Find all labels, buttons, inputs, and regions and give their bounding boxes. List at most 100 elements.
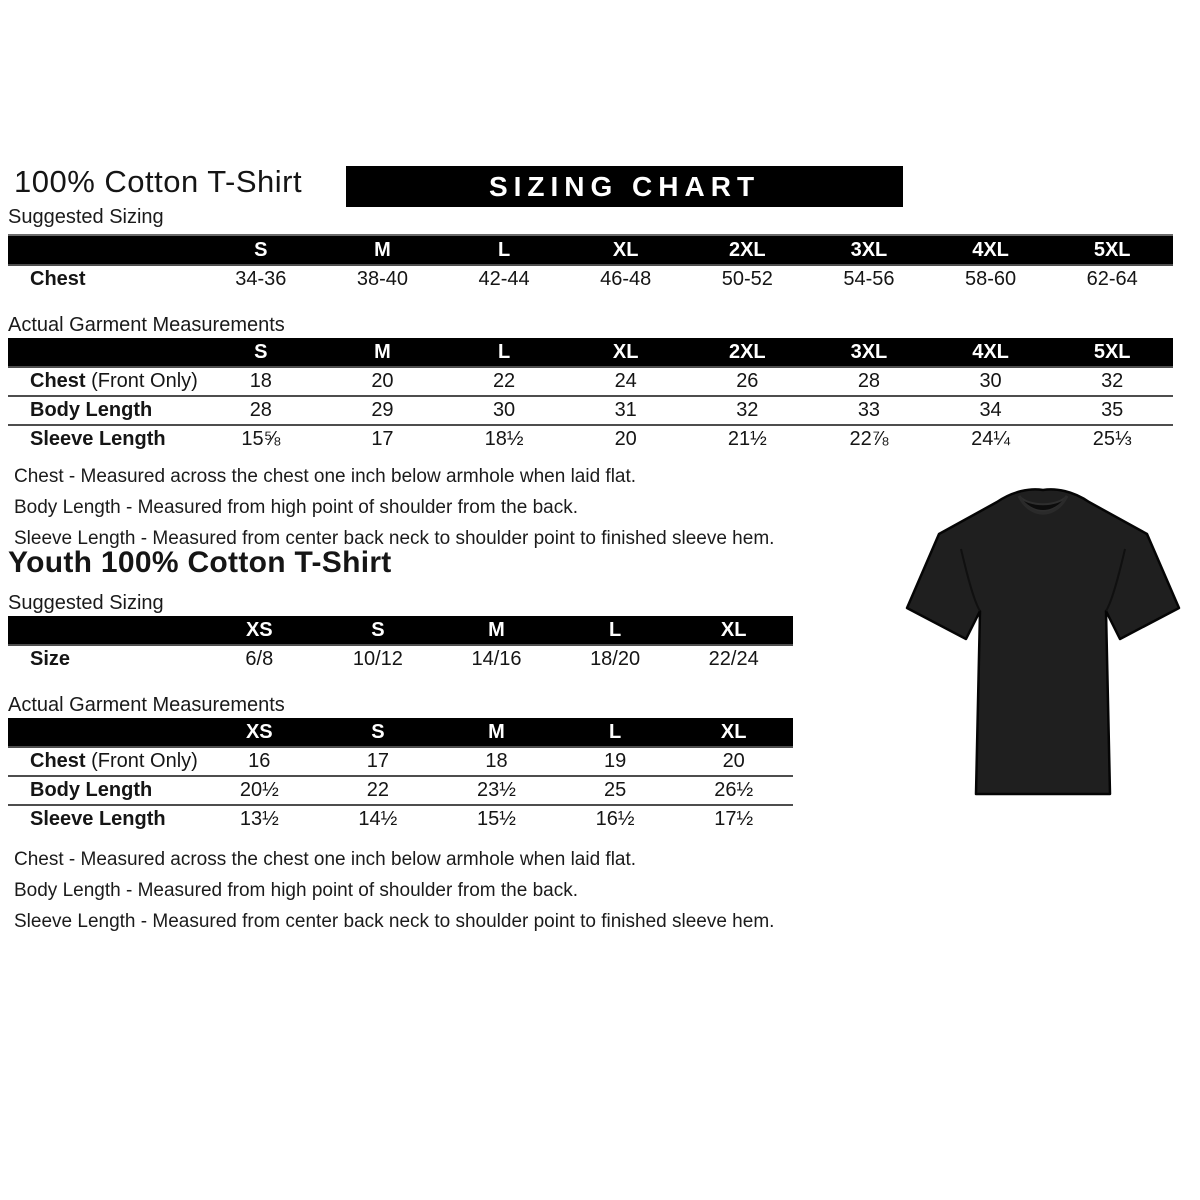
measurement-value: 28 xyxy=(249,399,272,421)
table-row: Body Length 28 29 30 31 32 33 34 35 xyxy=(8,395,1173,424)
measurement-value: 62-64 xyxy=(1086,268,1138,290)
measurement-value: 29 xyxy=(371,399,394,421)
size-column-header: 2XL xyxy=(728,238,766,261)
measurement-value: 22 xyxy=(366,779,390,801)
measurement-value: 34-36 xyxy=(235,268,287,290)
measurement-value: 34 xyxy=(979,399,1002,421)
measurement-value: 58-60 xyxy=(964,268,1017,290)
measurement-value: 26½ xyxy=(714,779,754,801)
measurement-value: 13½ xyxy=(239,808,279,830)
row-label: Sleeve Length xyxy=(30,808,166,830)
size-column-header: 5XL xyxy=(1093,340,1131,363)
page-title: 100% Cotton T-Shirt xyxy=(14,164,303,199)
measurement-value: 20½ xyxy=(239,779,279,801)
size-column-header: S xyxy=(371,720,385,743)
measurement-value: 32 xyxy=(1101,370,1124,392)
tshirt-body xyxy=(905,488,1181,796)
sizing-chart-banner: SIZING CHART xyxy=(346,166,903,207)
size-column-header: M xyxy=(374,238,391,261)
measurement-value: 54-56 xyxy=(843,268,895,290)
measurement-value: 33 xyxy=(857,399,881,421)
size-column-header: 3XL xyxy=(850,238,888,261)
measurement-value: 26 xyxy=(736,370,759,392)
size-column-header: XS xyxy=(245,618,273,641)
row-label: Chest xyxy=(30,268,86,290)
row-label: Chest (Front Only) xyxy=(30,370,198,392)
measurement-value: 17 xyxy=(371,428,394,450)
measurement-value: 30 xyxy=(979,370,1002,392)
measurement-value: 14½ xyxy=(358,808,398,830)
measurement-value: 16 xyxy=(248,750,271,772)
measurement-value: 50-52 xyxy=(721,268,773,290)
size-column-header: M xyxy=(488,720,505,743)
size-column-header: 5XL xyxy=(1093,238,1131,261)
measurement-note: Sleeve Length - Measured from center bac… xyxy=(14,911,775,932)
sizing-chart-banner-label: SIZING CHART xyxy=(488,170,761,202)
measurement-value: 31 xyxy=(614,399,637,421)
measurement-note: Body Length - Measured from high point o… xyxy=(14,497,578,518)
tshirt-collar-seam xyxy=(1017,495,1069,515)
adult-suggested-sizing-table: S M L XL 2XL 3XL 4XL 5XL Chest 34-36 38-40 42-44 46-… xyxy=(8,236,1173,293)
measurement-value: 20 xyxy=(722,750,745,772)
youth-measurement-notes: Chest - Measured across the chest one in… xyxy=(14,844,814,937)
adult-measurement-notes: Chest - Measured across the chest one in… xyxy=(14,461,814,554)
table-row: Size 6/8 10/12 14/16 18/20 22/24 xyxy=(8,644,793,673)
size-column-header: L xyxy=(608,618,622,641)
row-label: Sleeve Length xyxy=(30,428,166,450)
measurement-value: 18 xyxy=(485,750,508,772)
row-label: Body Length xyxy=(30,399,153,421)
measurement-value: 18 xyxy=(249,370,272,392)
size-column-header: XL xyxy=(612,238,639,261)
adult-actual-measurements-table: S M L XL 2XL 3XL 4XL 5XL Chest (Front Only) 18 20 2… xyxy=(8,338,1173,453)
measurement-value: 28 xyxy=(857,370,881,392)
measurement-value: 38-40 xyxy=(356,268,409,290)
row-label: Chest (Front Only) xyxy=(30,750,198,772)
youth-actual-measurements-table: XS S M L XL Chest (Front Only) 16 17 18 19 20 Body … xyxy=(8,718,793,833)
measurement-value: 20 xyxy=(614,428,637,450)
size-column-header: 2XL xyxy=(728,340,766,363)
measurement-value: 22⅞ xyxy=(849,428,889,450)
measurement-value: 22 xyxy=(492,370,516,392)
measurement-value: 18½ xyxy=(484,428,524,450)
measurement-note: Chest - Measured across the chest one in… xyxy=(14,466,637,487)
youth-page-title: Youth 100% Cotton T-Shirt xyxy=(8,546,392,579)
size-column-header: XS xyxy=(245,720,273,743)
measurement-value: 30 xyxy=(492,399,516,421)
size-column-header: XL xyxy=(612,340,639,363)
measurement-value: 23½ xyxy=(477,779,516,801)
table-header-row: S M L XL 2XL 3XL 4XL 5XL xyxy=(8,338,1173,366)
table-row: Chest (Front Only) 18 20 22 24 26 28 30 32 xyxy=(8,366,1173,395)
measurement-value: 20 xyxy=(371,370,394,392)
measurement-value: 17 xyxy=(366,750,390,772)
size-column-header: L xyxy=(497,340,511,363)
table-header-row: XS S M L XL xyxy=(8,616,793,644)
tshirt-right-sleeve-seam xyxy=(1105,548,1126,612)
size-column-header: XL xyxy=(720,720,747,743)
measurement-value: 25⅓ xyxy=(1092,428,1132,450)
measurement-value: 17½ xyxy=(714,808,754,830)
youth-suggested-sizing-table: XS S M L XL Size 6/8 10/12 14/16 18/20 22/24 xyxy=(8,616,793,673)
table-row: Sleeve Length 15⅝ 17 18½ 20 21½ 22⅞ 24¼ 25⅓ xyxy=(8,424,1173,453)
measurement-value: 35 xyxy=(1101,399,1124,421)
measurement-note: Body Length - Measured from high point o… xyxy=(14,880,578,901)
measurement-value: 14/16 xyxy=(471,648,522,670)
table-header-row: XS S M L XL xyxy=(8,718,793,746)
size-column-header: S xyxy=(371,618,385,641)
row-label: Body Length xyxy=(30,779,153,801)
size-column-header: 4XL xyxy=(972,340,1009,363)
size-column-header: S xyxy=(254,340,268,363)
measurement-value: 10/12 xyxy=(352,648,403,670)
measurement-value: 15⅝ xyxy=(241,428,281,450)
measurement-value: 15½ xyxy=(477,808,516,830)
measurement-note: Chest - Measured across the chest one in… xyxy=(14,849,637,870)
size-column-header: L xyxy=(608,720,622,743)
size-column-header: M xyxy=(488,618,505,641)
measurement-value: 18/20 xyxy=(590,648,641,670)
measurement-value: 24¼ xyxy=(971,428,1011,450)
measurement-value: 32 xyxy=(736,399,759,421)
table-row: Chest 34-36 38-40 42-44 46-48 50-52 54-56 58-60… xyxy=(8,264,1173,293)
row-label: Size xyxy=(30,648,71,670)
table-row: Body Length 20½ 22 23½ 25 26½ xyxy=(8,775,793,804)
measurement-value: 24 xyxy=(614,370,637,392)
